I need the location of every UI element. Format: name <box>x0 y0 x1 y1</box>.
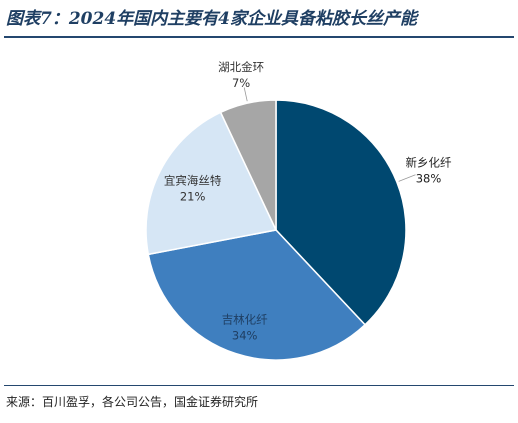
slice-4-value-label: 7% <box>232 76 250 90</box>
slice-3-wedge <box>145 111 278 256</box>
slice-4-name-label: 湖北金环 <box>218 60 264 74</box>
slice-1-wedge <box>275 99 407 326</box>
slice-4-wedge <box>219 99 277 231</box>
pie-slices <box>145 99 407 361</box>
title-divider <box>4 36 514 38</box>
pie-chart: 新乡化纤 38% 吉林化纤 34% 宜宾海丝特 21% 湖北金环 7% <box>145 60 452 361</box>
pie-labels: 新乡化纤 38% 吉林化纤 34% 宜宾海丝特 21% 湖北金环 7% <box>164 60 452 342</box>
slice-4-leader-line <box>243 87 248 102</box>
figure-title: 图表7：2024年国内主要有4家企业具备粘胶长丝产能 <box>6 9 417 29</box>
slice-2-name-label: 吉林化纤 <box>222 312 268 326</box>
slice-1-leader-line <box>398 174 416 182</box>
source-note: 来源：百川盈孚，各公司公告，国金证券研究所 <box>6 395 259 409</box>
slice-2-value-label: 34% <box>232 328 258 342</box>
slice-1-name-label: 新乡化纤 <box>406 156 452 170</box>
slice-2-wedge <box>147 229 367 361</box>
slice-3-name-label: 宜宾海丝特 <box>164 174 222 188</box>
slice-3-value-label: 21% <box>180 190 206 204</box>
source-divider <box>4 385 514 386</box>
slice-1-value-label: 38% <box>416 172 442 186</box>
